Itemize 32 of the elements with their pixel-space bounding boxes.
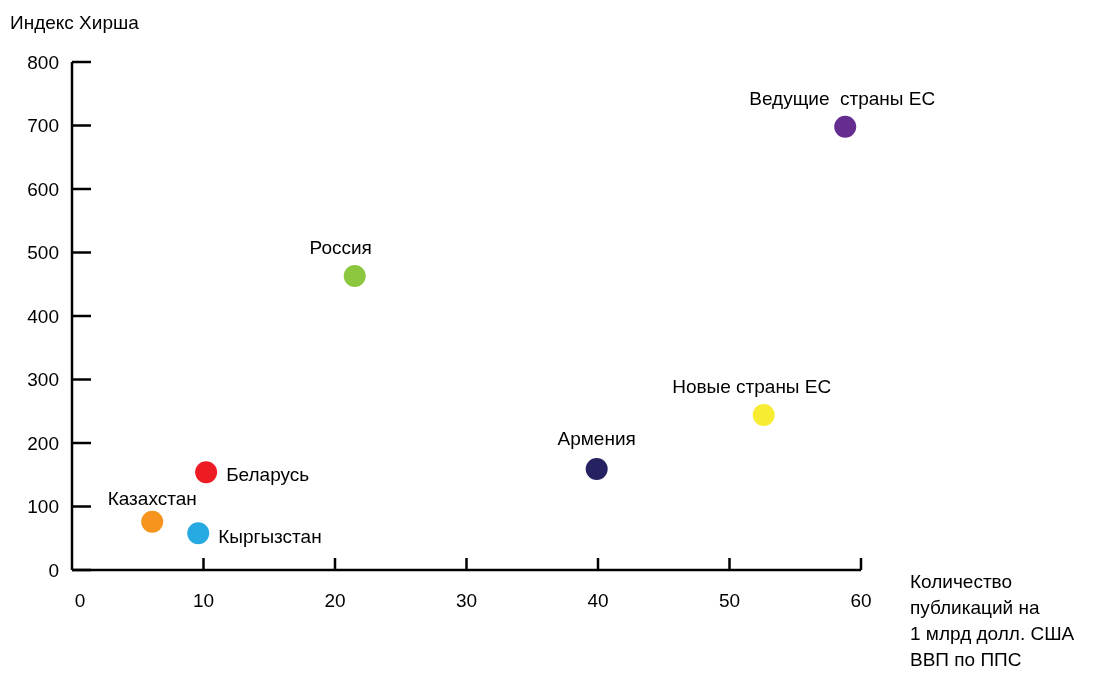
point: [752, 404, 775, 427]
x-tick-label: 30: [455, 590, 478, 611]
x-tick-label: 0: [74, 590, 86, 611]
y-axis-title: Индекс Хирша: [10, 12, 140, 33]
y-tick-label: 600: [27, 178, 59, 200]
x-axis-title: Количество публикаций на 1 млрд долл. США ВВП по ППС: [910, 571, 1075, 670]
series-label: Новые страны ЕС: [672, 376, 832, 398]
series-label: Казахстан: [107, 487, 197, 509]
point: [141, 510, 164, 533]
series-label: Армения: [557, 428, 636, 450]
x-tick-label: 10: [192, 590, 215, 611]
y-tick-label: 100: [27, 496, 59, 518]
point: [187, 522, 210, 545]
x-tick-label: 40: [587, 590, 609, 611]
x-tick-label: 60: [850, 590, 872, 611]
y-tick-label: 500: [27, 242, 59, 264]
y-tick-label: 800: [27, 51, 59, 73]
series-label: Россия: [309, 236, 372, 258]
point: [343, 265, 366, 287]
point: [195, 461, 218, 484]
series-label: Кыргызстан: [218, 526, 322, 548]
x-tick-label: 20: [324, 590, 346, 611]
y-tick-label: 0: [48, 559, 59, 581]
y-tick-label: 400: [27, 305, 59, 327]
y-tick-label: 700: [27, 115, 59, 137]
y-tick-label: 200: [27, 432, 59, 454]
point: [585, 458, 608, 481]
series-label: Беларусь: [226, 464, 310, 486]
x-tick-label: 50: [718, 590, 741, 611]
series-label: Ведущие страны ЕС: [749, 87, 936, 109]
point: [834, 115, 857, 138]
y-tick-label: 300: [27, 369, 59, 391]
